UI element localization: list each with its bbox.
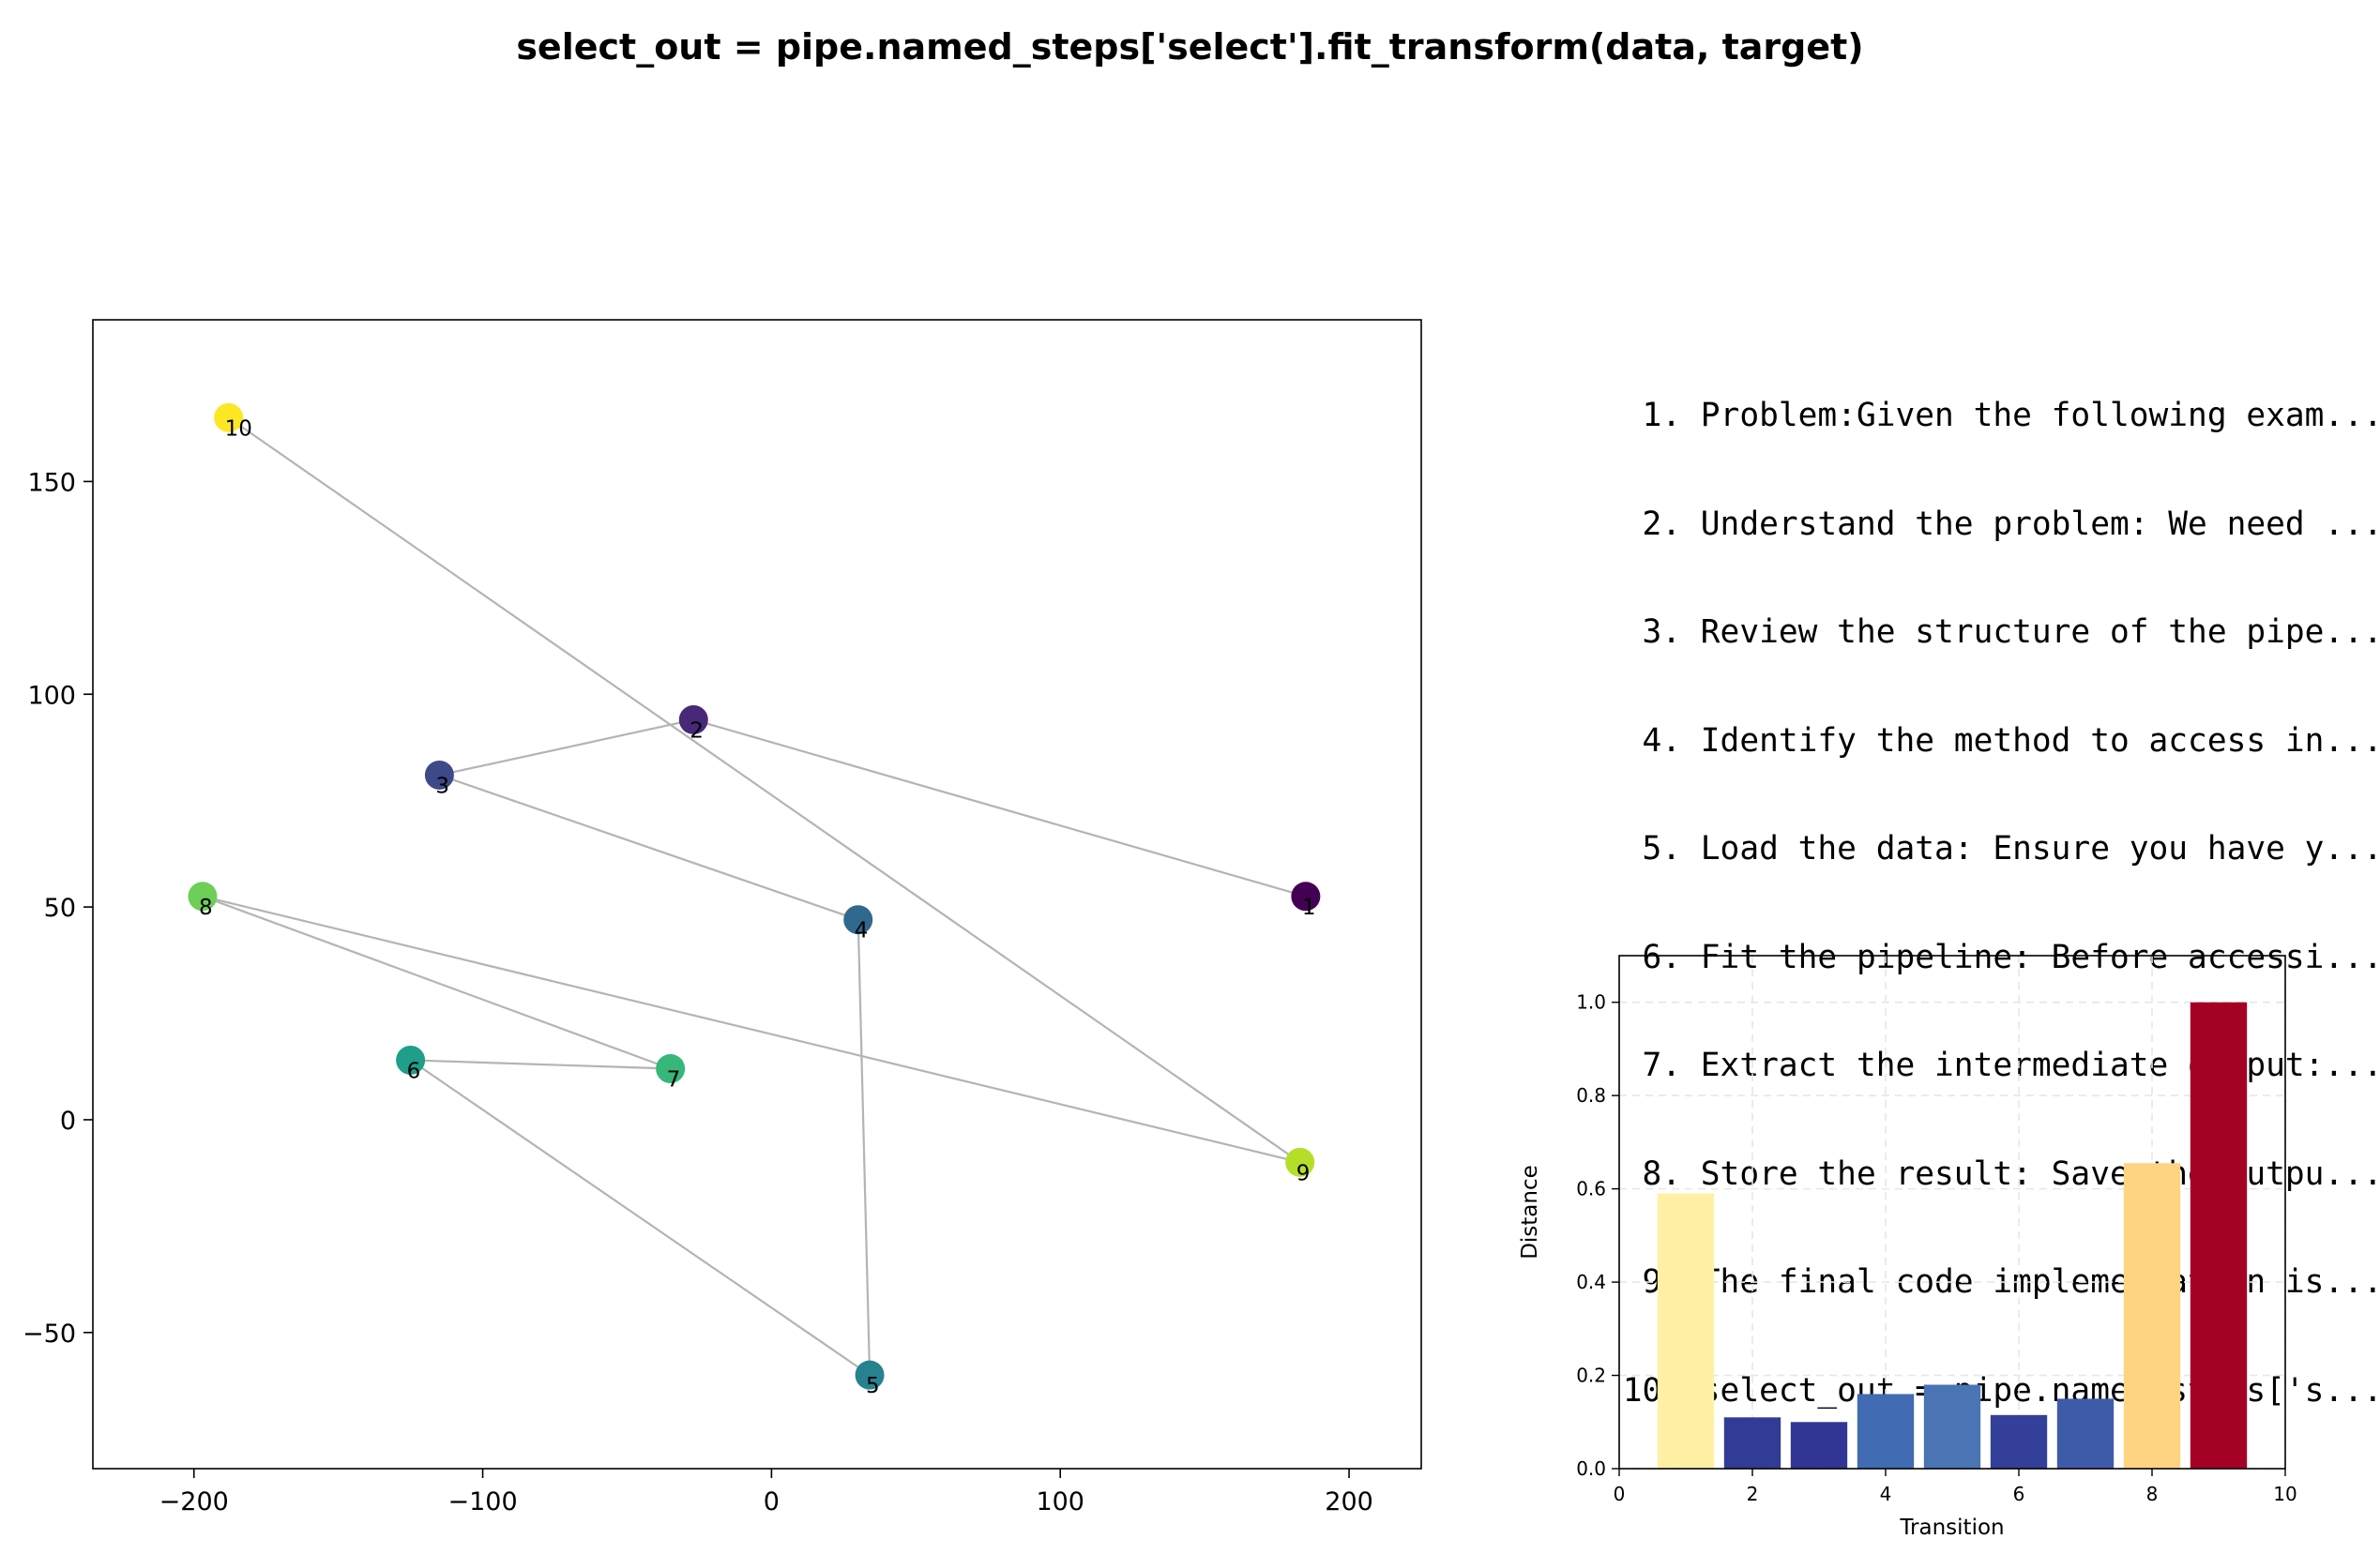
- x-tick-label: 0: [764, 1487, 780, 1516]
- step-number: 6.: [1642, 938, 1681, 976]
- trajectory-points: [188, 402, 1321, 1390]
- trajectory-segment: [202, 895, 1300, 1164]
- step-item: 1. Problem:Given the following exam...: [1614, 397, 2380, 434]
- step-number: 1.: [1642, 397, 1681, 434]
- x-tick-label: 100: [1036, 1487, 1084, 1516]
- step-item: 3. Review the structure of the pipe...: [1614, 613, 2380, 651]
- step-number: 7.: [1642, 1047, 1681, 1084]
- trajectory-point: [855, 1360, 885, 1390]
- x-tick-label: −200: [159, 1487, 229, 1516]
- step-number: 9.: [1642, 1263, 1681, 1301]
- trajectory-point: [396, 1045, 426, 1075]
- step-item: 9. The final code implementation is...: [1614, 1263, 2380, 1301]
- step-text: Fit the pipeline: Before accessi...: [1700, 938, 2380, 976]
- bar-x-tick-label: 4: [1880, 1483, 1892, 1505]
- trajectory-point: [656, 1054, 686, 1084]
- bar-x-tick-label: 0: [1614, 1483, 1626, 1505]
- trajectory-scatter-chart: 1 2 3 4 5 6 7 8 9 10 −200 −100 0 100 200 −50 0 50 100 150: [23, 319, 1422, 1516]
- trajectory-segment: [409, 1059, 871, 1377]
- y-tick-label: 0: [60, 1107, 76, 1136]
- x-tick-label: −100: [447, 1487, 517, 1516]
- step-text: Extract the intermediate output:...: [1700, 1047, 2380, 1084]
- trajectory-point: [424, 760, 454, 790]
- x-tick-label: 200: [1325, 1487, 1373, 1516]
- trajectory-lines: [202, 416, 1307, 1377]
- step-item: 5. Load the data: Ensure you have y...: [1614, 830, 2380, 868]
- trajectory-segment: [692, 718, 1307, 898]
- bar-y-tick-label: 0.6: [1576, 1178, 1606, 1200]
- trajectory-point: [188, 882, 218, 912]
- page-title: select_out = pipe.named_steps['select'].…: [516, 26, 1864, 68]
- step-number: 3.: [1642, 613, 1681, 651]
- bar-x-axis-label: Transition: [1899, 1516, 2004, 1540]
- y-tick-label: 150: [27, 468, 76, 497]
- trajectory-point-label: 10: [225, 416, 252, 441]
- scatter-axes: −200 −100 0 100 200 −50 0 50 100 150: [23, 468, 1373, 1516]
- step-text: select_out = pipe.named_steps['s...: [1700, 1371, 2380, 1410]
- trajectory-point: [678, 704, 708, 734]
- y-tick-label: 100: [27, 681, 76, 710]
- step-item: 6. Fit the pipeline: Before accessi...: [1614, 938, 2380, 976]
- trajectory-point-labels: 1 2 3 4 5 6 7 8 9 10: [199, 416, 1316, 1398]
- step-text: The final code implementation is...: [1700, 1263, 2380, 1301]
- step-number: 8.: [1642, 1154, 1681, 1193]
- trajectory-point-label: 7: [667, 1068, 681, 1093]
- step-number: 2.: [1642, 505, 1681, 543]
- trajectory-point-label: 1: [1302, 896, 1316, 920]
- bar-x-tick-label: 6: [2013, 1483, 2025, 1505]
- step-text: Understand the problem: We need ...: [1700, 505, 2380, 543]
- trajectory-point: [214, 402, 244, 432]
- trajectory-point: [1285, 1147, 1315, 1177]
- trajectory-segment: [856, 919, 872, 1376]
- bar-y-tick-label: 1.0: [1576, 991, 1606, 1014]
- bar-y-tick-label: 0.2: [1576, 1365, 1606, 1387]
- bar-x-tick-label: 2: [1747, 1483, 1759, 1505]
- bar-x-tick-label: 10: [2273, 1483, 2297, 1505]
- bar-y-tick-label: 0.4: [1576, 1271, 1606, 1293]
- bar-y-tick-label: 0.8: [1576, 1084, 1606, 1107]
- trajectory-point: [843, 905, 873, 935]
- step-text: Review the structure of the pipe...: [1700, 613, 2380, 651]
- y-tick-label: −50: [23, 1320, 76, 1349]
- step-number: 4.: [1642, 721, 1681, 760]
- trajectory-segment: [410, 1059, 671, 1070]
- trajectory-point-label: 4: [855, 919, 869, 943]
- step-text: Load the data: Ensure you have y...: [1700, 830, 2380, 868]
- step-text: Problem:Given the following exam...: [1700, 397, 2380, 434]
- step-text: Identify the method to access in...: [1700, 721, 2380, 760]
- trajectory-segment: [439, 774, 859, 921]
- trajectory-point-label: 5: [866, 1374, 880, 1398]
- bar-x-tick-label: 8: [2146, 1483, 2159, 1505]
- trajectory-segment: [439, 718, 694, 777]
- trajectory-segment: [228, 416, 1301, 1164]
- step-number: 10.: [1622, 1371, 1681, 1410]
- step-item: 8. Store the result: Save the outpu...: [1614, 1154, 2380, 1193]
- step-text: Store the result: Save the outpu...: [1700, 1154, 2380, 1193]
- trajectory-point-label: 6: [407, 1059, 421, 1083]
- trajectory-segment: [202, 895, 672, 1070]
- scatter-plot-frame: [92, 319, 1422, 1470]
- step-item: 10. select_out = pipe.named_steps['s...: [1614, 1371, 2380, 1410]
- step-item: 7. Extract the intermediate output:...: [1614, 1047, 2380, 1084]
- trajectory-point-label: 3: [435, 774, 449, 798]
- step-item: 2. Understand the problem: We need ...: [1614, 505, 2380, 543]
- trajectory-point-label: 2: [690, 718, 704, 743]
- steps-list: 1. Problem:Given the following exam... 2…: [1614, 325, 2380, 1445]
- trajectory-point-label: 9: [1296, 1161, 1311, 1185]
- trajectory-point-label: 8: [199, 896, 213, 920]
- y-tick-label: 50: [44, 894, 76, 923]
- trajectory-point: [1291, 882, 1321, 912]
- step-number: 5.: [1642, 830, 1681, 868]
- step-item: 4. Identify the method to access in...: [1614, 721, 2380, 760]
- bar-y-axis-label: Distance: [1518, 1165, 1542, 1260]
- bar-y-tick-label: 0.0: [1576, 1457, 1606, 1480]
